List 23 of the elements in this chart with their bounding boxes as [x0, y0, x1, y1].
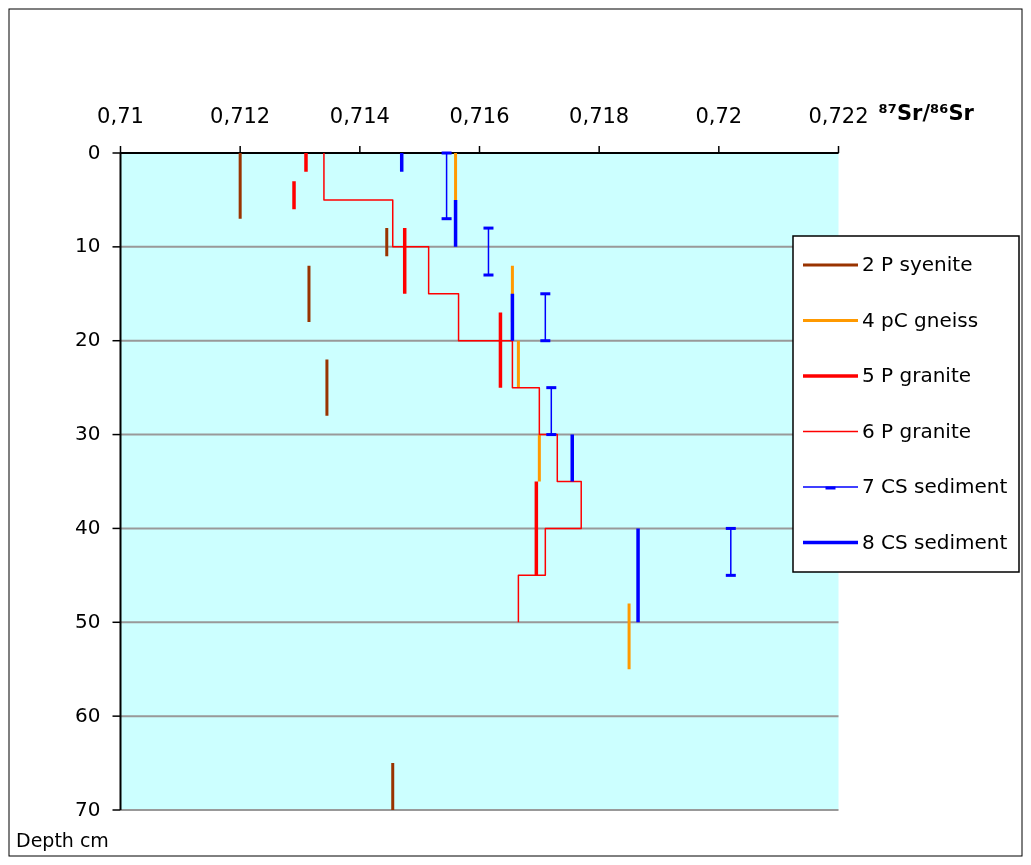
y-tick-label: 10	[75, 233, 101, 258]
y-tick-label: 20	[75, 327, 101, 352]
x-tick-label: 0,712	[210, 104, 271, 128]
x-tick-label: 0,722	[808, 104, 869, 128]
y-axis-title: Depth cm	[16, 829, 109, 851]
legend-label: 7 CS sediment	[862, 473, 1008, 498]
x-tick-label: 0,716	[449, 104, 510, 128]
legend-label: 6 P granite	[862, 418, 972, 442]
y-tick-label: 0	[87, 139, 101, 164]
y-tick-label: 40	[75, 514, 101, 539]
legend-label: 5 P granite	[862, 362, 972, 387]
legend-label: 8 CS sediment	[862, 529, 1008, 553]
x-axis-title: ⁸⁷Sr/⁸⁶Sr	[878, 101, 975, 125]
x-tick-label: 0,718	[569, 104, 630, 128]
y-tick-label: 60	[75, 702, 101, 727]
y-tick-label: 50	[75, 608, 101, 633]
y-tick-label: 30	[75, 421, 101, 446]
x-tick-label: 0,714	[329, 104, 390, 128]
legend-label: 4 pC gneiss	[862, 307, 979, 331]
legend-label: 2 P syenite	[862, 251, 973, 276]
y-tick-label: 70	[75, 796, 101, 821]
x-tick-label: 0,71	[97, 104, 144, 128]
x-tick-label: 0,72	[695, 104, 743, 128]
